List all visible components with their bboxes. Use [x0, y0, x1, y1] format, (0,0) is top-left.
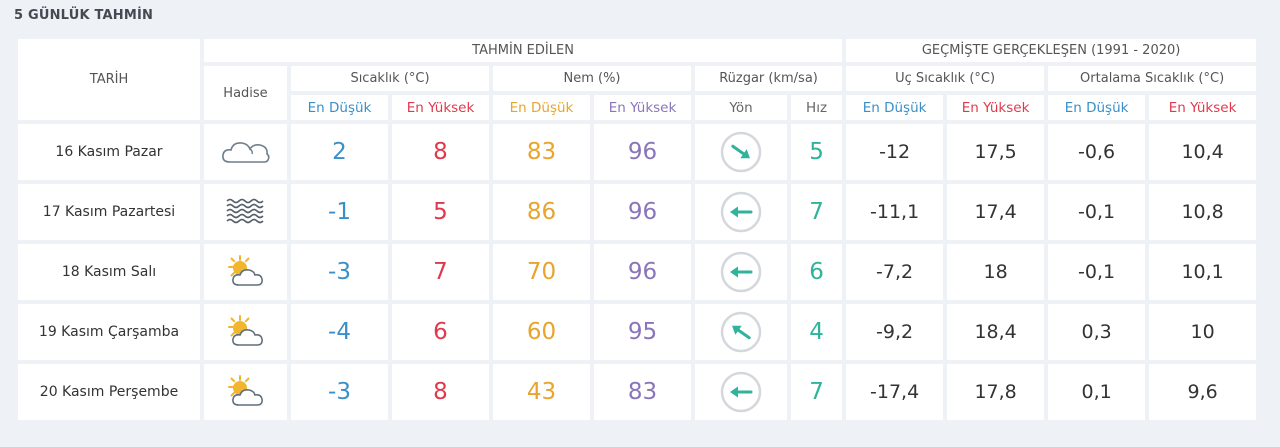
- wind-speed-value: 7: [791, 184, 843, 240]
- table-row: 20 Kasım Perşembe -3 8 43 83 7 -17,4 17,8 0,1 9,6: [18, 364, 1257, 420]
- wind-header: Rüzgar (km/sa): [695, 66, 843, 91]
- humidity-min-value: 86: [493, 184, 590, 240]
- extreme-max-header: En Yüksek: [947, 95, 1045, 120]
- wind-speed-value: 4: [791, 304, 843, 360]
- temp-max-value: 8: [392, 124, 489, 180]
- table-row: 18 Kasım Salı -3 7 70 96 6 -7,2 18 -0,1 10,1: [18, 244, 1257, 300]
- page-title: 5 GÜNLÜK TAHMİN: [14, 8, 154, 23]
- forecast-group-header: TAHMİN EDİLEN: [204, 39, 843, 62]
- table-row: 16 Kasım Pazar 2 8 83 96 5 -12 17,5 -0,6 10,4: [18, 124, 1257, 180]
- humidity-max-value: 96: [594, 184, 691, 240]
- temp-max-value: 8: [392, 364, 489, 420]
- table-row: 17 Kasım Pazartesi -1 5 86 96 7 -11,1 17,4 -0,1 1…: [18, 184, 1257, 240]
- avg-max-value: 10: [1149, 304, 1257, 360]
- humidity-max-value: 83: [594, 364, 691, 420]
- humidity-min-header: En Düşük: [493, 95, 590, 120]
- arrow-up-left-icon: [695, 304, 787, 360]
- arrow-down-right-icon: [695, 124, 787, 180]
- row-date: 16 Kasım Pazar: [18, 124, 200, 180]
- avg-max-value: 10,4: [1149, 124, 1257, 180]
- avg-min-value: -0,1: [1048, 184, 1146, 240]
- temp-max-value: 7: [392, 244, 489, 300]
- avg-min-value: -0,6: [1048, 124, 1146, 180]
- extreme-min-value: -9,2: [846, 304, 944, 360]
- humidity-min-value: 70: [493, 244, 590, 300]
- wind-speed-value: 6: [791, 244, 843, 300]
- humidity-min-value: 60: [493, 304, 590, 360]
- avg-max-value: 9,6: [1149, 364, 1257, 420]
- humidity-max-value: 96: [594, 124, 691, 180]
- wind-speed-value: 7: [791, 364, 843, 420]
- humidity-max-header: En Yüksek: [594, 95, 691, 120]
- partly-cloudy-icon: [204, 364, 287, 420]
- temperature-header: Sıcaklık (°C): [291, 66, 489, 91]
- temp-max-value: 6: [392, 304, 489, 360]
- temp-min-header: En Düşük: [291, 95, 388, 120]
- extreme-max-value: 17,8: [947, 364, 1045, 420]
- avg-max-header: En Yüksek: [1149, 95, 1257, 120]
- avg-min-value: 0,3: [1048, 304, 1146, 360]
- avg-min-value: 0,1: [1048, 364, 1146, 420]
- extreme-temp-header: Uç Sıcaklık (°C): [846, 66, 1045, 91]
- avg-max-value: 10,8: [1149, 184, 1257, 240]
- temp-min-value: -3: [291, 364, 388, 420]
- fog-icon: [204, 184, 287, 240]
- humidity-max-value: 95: [594, 304, 691, 360]
- extreme-max-value: 18,4: [947, 304, 1045, 360]
- arrow-left-icon: [695, 184, 787, 240]
- phenomenon-header: Hadise: [204, 66, 287, 120]
- partly-cloudy-icon: [204, 244, 287, 300]
- avg-temp-header: Ortalama Sıcaklık (°C): [1048, 66, 1257, 91]
- partly-cloudy-icon: [204, 304, 287, 360]
- extreme-max-value: 17,4: [947, 184, 1045, 240]
- arrow-left-icon: [695, 244, 787, 300]
- avg-min-header: En Düşük: [1048, 95, 1146, 120]
- row-date: 20 Kasım Perşembe: [18, 364, 200, 420]
- avg-min-value: -0,1: [1048, 244, 1146, 300]
- row-date: 17 Kasım Pazartesi: [18, 184, 200, 240]
- wind-direction-header: Yön: [695, 95, 787, 120]
- row-date: 18 Kasım Salı: [18, 244, 200, 300]
- extreme-min-header: En Düşük: [846, 95, 944, 120]
- extreme-max-value: 18: [947, 244, 1045, 300]
- temp-min-value: -4: [291, 304, 388, 360]
- forecast-table: TARİH TAHMİN EDİLEN GEÇMİŞTE GERÇEKLEŞEN…: [14, 35, 1260, 424]
- humidity-max-value: 96: [594, 244, 691, 300]
- date-header: TARİH: [18, 39, 200, 120]
- avg-max-value: 10,1: [1149, 244, 1257, 300]
- row-date: 19 Kasım Çarşamba: [18, 304, 200, 360]
- wind-speed-header: Hız: [791, 95, 843, 120]
- extreme-min-value: -12: [846, 124, 944, 180]
- extreme-min-value: -7,2: [846, 244, 944, 300]
- arrow-left-icon: [695, 364, 787, 420]
- temp-min-value: -3: [291, 244, 388, 300]
- extreme-min-value: -17,4: [846, 364, 944, 420]
- humidity-min-value: 43: [493, 364, 590, 420]
- cloudy-icon: [204, 124, 287, 180]
- temp-max-header: En Yüksek: [392, 95, 489, 120]
- temp-min-value: 2: [291, 124, 388, 180]
- extreme-max-value: 17,5: [947, 124, 1045, 180]
- humidity-min-value: 83: [493, 124, 590, 180]
- humidity-header: Nem (%): [493, 66, 691, 91]
- history-group-header: GEÇMİŞTE GERÇEKLEŞEN (1991 - 2020): [846, 39, 1257, 62]
- wind-speed-value: 5: [791, 124, 843, 180]
- extreme-min-value: -11,1: [846, 184, 944, 240]
- table-row: 19 Kasım Çarşamba -4 6 60 95 4 -9,2 18,4 0,3 10: [18, 304, 1257, 360]
- temp-max-value: 5: [392, 184, 489, 240]
- temp-min-value: -1: [291, 184, 388, 240]
